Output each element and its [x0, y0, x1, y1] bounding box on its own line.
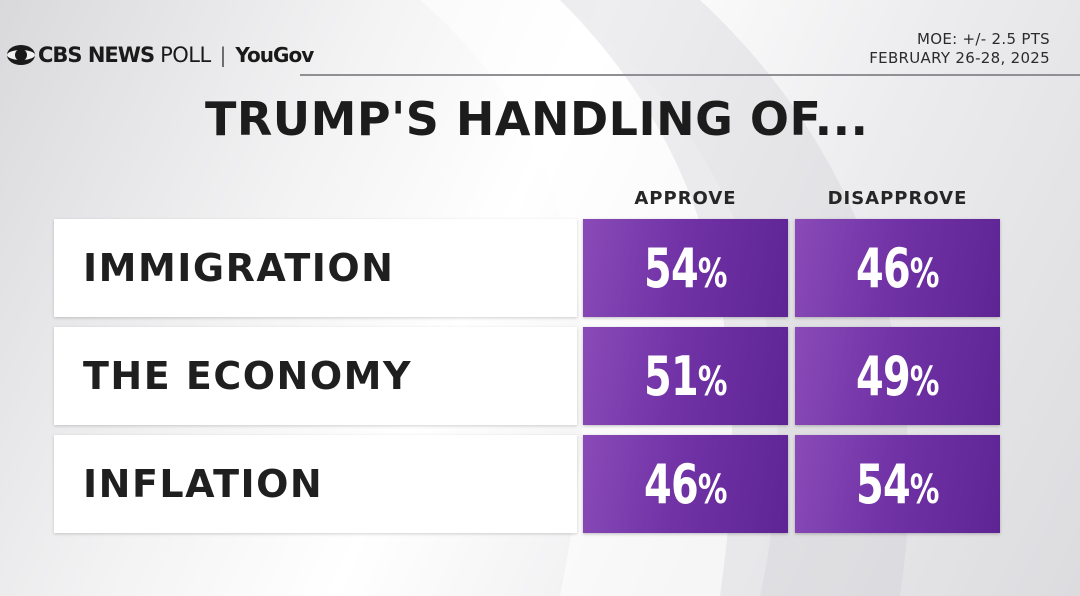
- brand-poll: POLL: [160, 43, 211, 67]
- row-label: INFLATION: [83, 462, 324, 506]
- row-label-box: IMMIGRATION: [54, 219, 577, 317]
- cbs-eye-icon: [7, 45, 35, 65]
- row-label-box: INFLATION: [54, 435, 577, 533]
- brand-logo: CBS NEWS POLL | YouGov: [6, 40, 314, 70]
- brand-separator: |: [219, 43, 227, 67]
- approve-value-cell: 51%: [583, 327, 788, 425]
- disapprove-value-label: 49%: [856, 344, 939, 408]
- disapprove-value-label: 46%: [856, 236, 939, 300]
- row-label: THE ECONOMY: [83, 354, 412, 398]
- header-divider: [300, 74, 1080, 76]
- row-label-box: THE ECONOMY: [54, 327, 577, 425]
- disapprove-value-label: 54%: [856, 452, 939, 516]
- approve-value-label: 54%: [644, 236, 727, 300]
- disapprove-value-cell: 46%: [795, 219, 1000, 317]
- margin-of-error: MOE: +/- 2.5 PTS: [916, 30, 1050, 48]
- disapprove-value-cell: 54%: [795, 435, 1000, 533]
- column-header-disapprove: DISAPPROVE: [827, 188, 968, 209]
- brand-cbs-news: CBS NEWS: [38, 43, 155, 67]
- poll-dates: FEBRUARY 26-28, 2025: [869, 49, 1050, 67]
- approve-value-cell: 46%: [583, 435, 788, 533]
- row-label: IMMIGRATION: [83, 246, 395, 290]
- approve-value-label: 51%: [644, 344, 727, 408]
- approve-value-cell: 54%: [583, 219, 788, 317]
- poll-meta: MOE: +/- 2.5 PTS FEBRUARY 26-28, 2025: [869, 30, 1050, 68]
- chart-title: TRUMP'S HANDLING OF...: [205, 92, 869, 146]
- column-header-approve: APPROVE: [634, 188, 737, 209]
- approve-value-label: 46%: [644, 452, 727, 516]
- brand-yougov: YouGov: [235, 43, 314, 67]
- disapprove-value-cell: 49%: [795, 327, 1000, 425]
